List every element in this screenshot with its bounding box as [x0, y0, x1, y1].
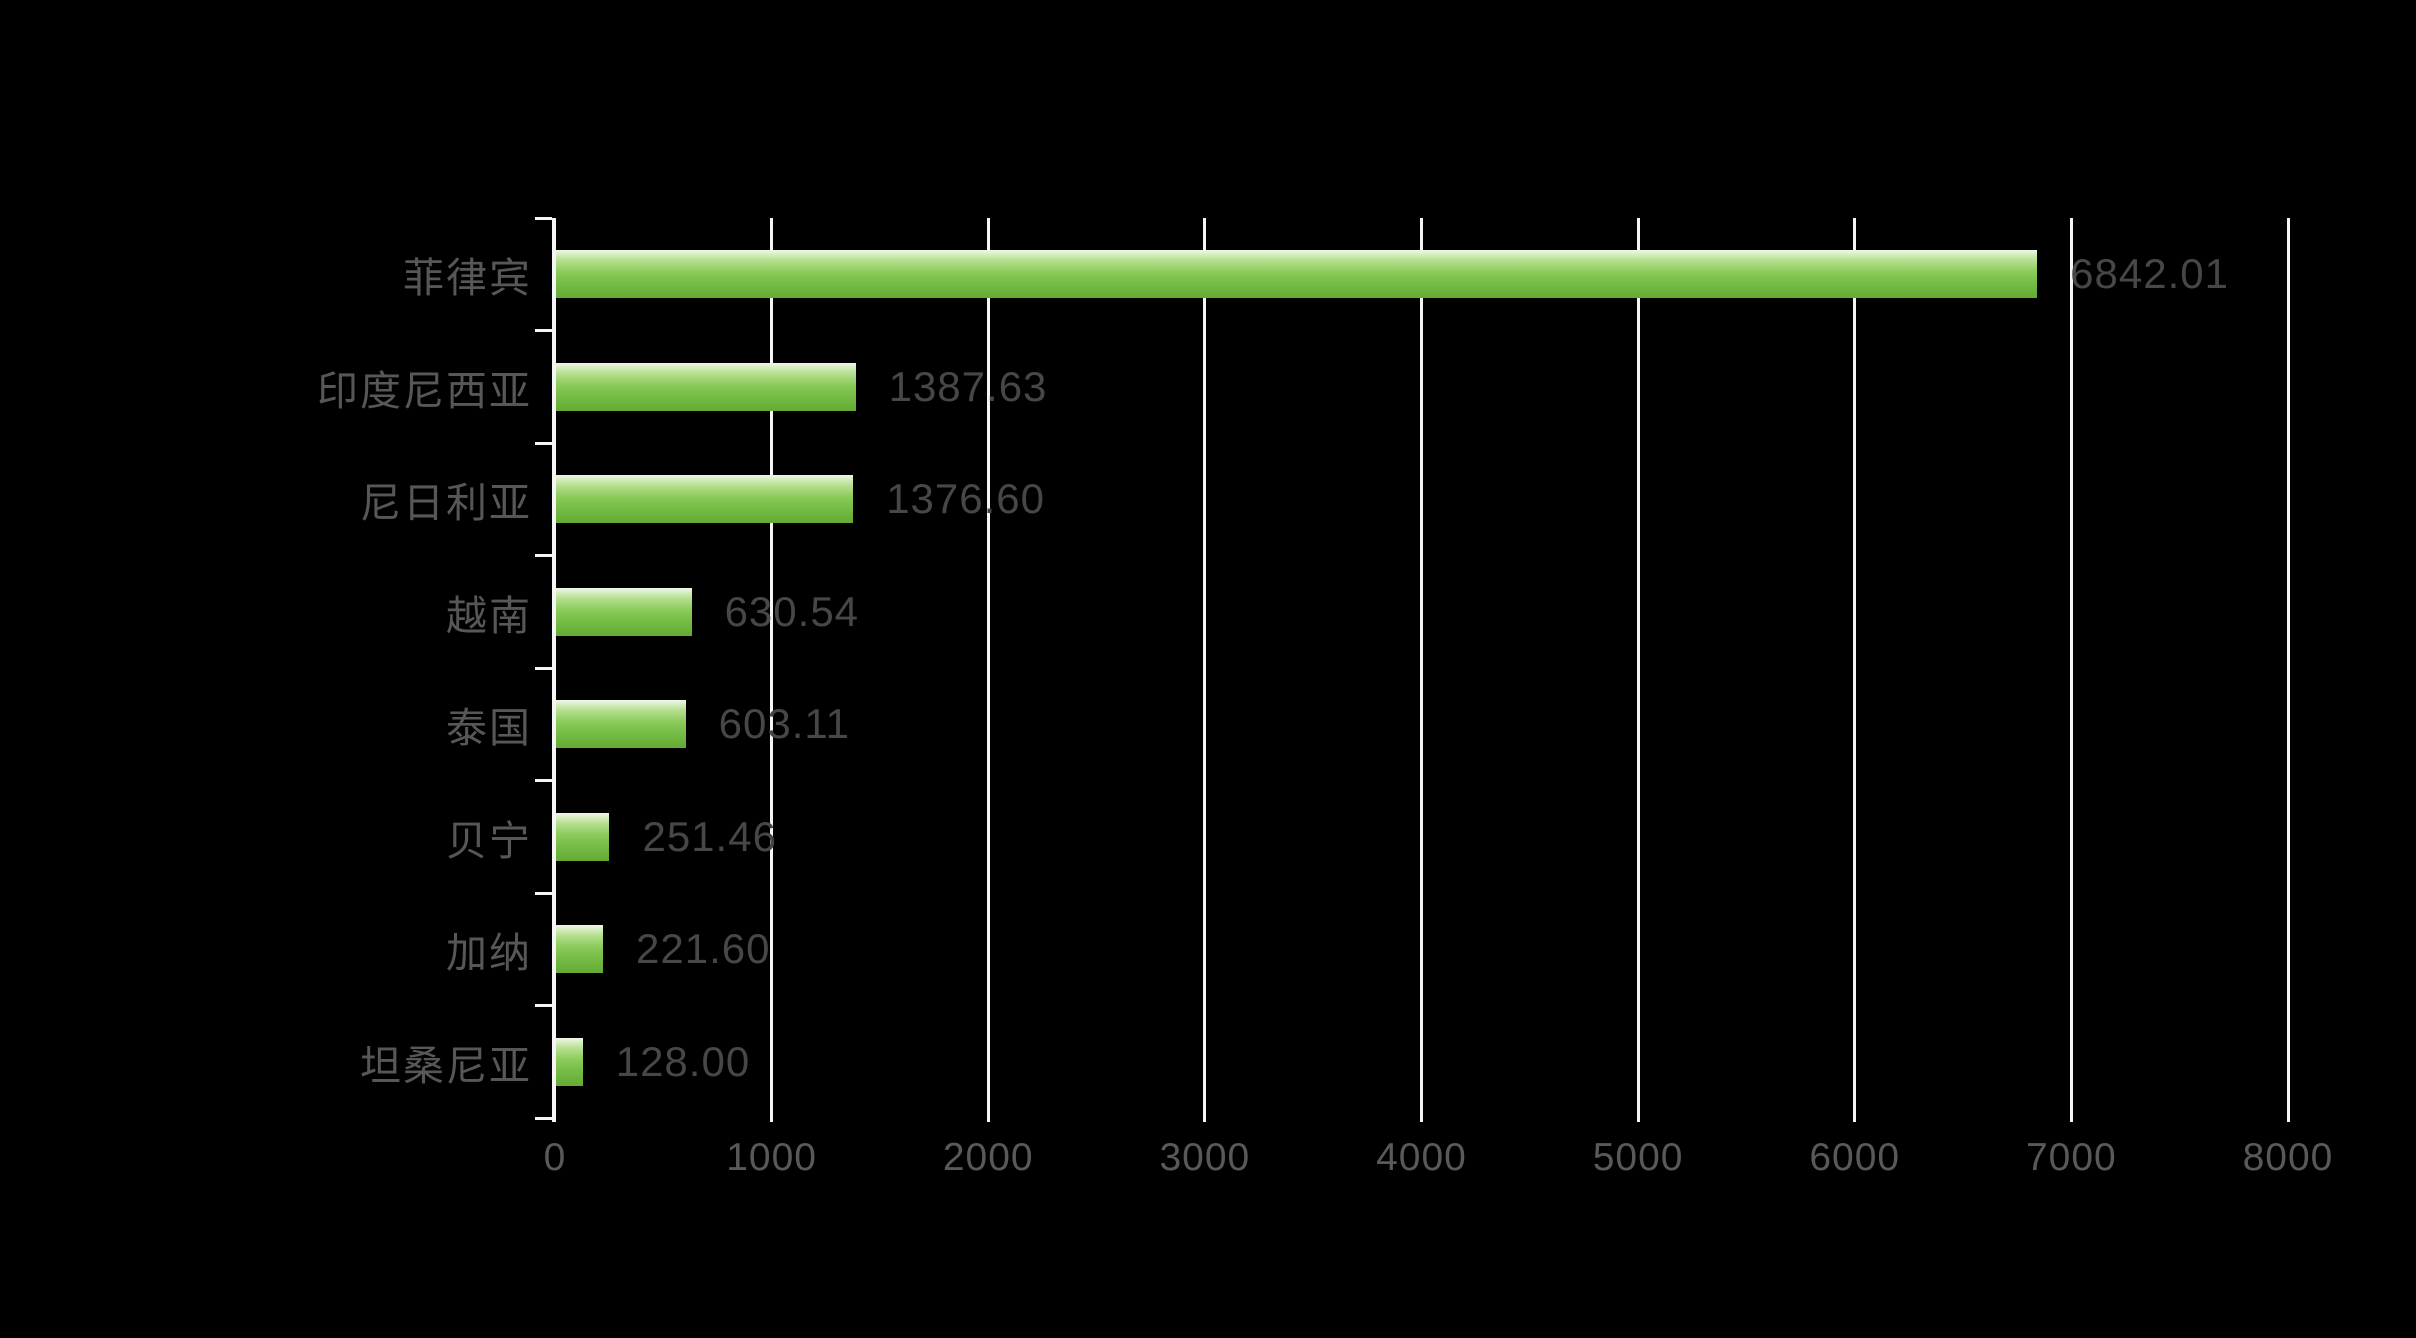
bar [556, 587, 692, 636]
x-axis-tick-label: 6000 [1809, 1136, 1901, 1179]
x-gridline [2069, 218, 2073, 1122]
y-axis-tick [535, 1116, 552, 1120]
y-axis-tick [535, 891, 552, 895]
x-axis-tick-label: 3000 [1159, 1136, 1251, 1179]
y-axis-line [552, 218, 556, 1122]
x-axis-tick-label: 2000 [942, 1136, 1034, 1179]
bar-row [0, 668, 2416, 781]
y-axis-tick [535, 329, 552, 332]
y-axis-tick [535, 554, 552, 557]
category-label: 印度尼西亚 [317, 367, 532, 414]
x-gridline [1420, 218, 1423, 1122]
value-label: 1387.63 [888, 362, 1048, 410]
bar-row [0, 781, 2416, 894]
x-axis-tick-label: 4000 [1376, 1136, 1467, 1179]
category-label: 越南 [446, 592, 532, 639]
value-label: 6842.01 [2070, 250, 2229, 298]
value-label: 221.60 [636, 925, 771, 973]
x-axis-tick-label: 8000 [2242, 1136, 2334, 1179]
bar [556, 250, 2038, 299]
x-axis-tick-label: 0 [543, 1136, 567, 1179]
y-axis-tick [535, 441, 552, 445]
bar [556, 812, 610, 861]
x-gridline [1636, 218, 1640, 1122]
x-axis-tick-label: 5000 [1592, 1136, 1684, 1179]
bar [556, 700, 686, 749]
y-axis-tick [535, 666, 552, 670]
y-axis-tick [535, 779, 552, 782]
value-label: 128.00 [615, 1037, 751, 1085]
bar-row [0, 893, 2416, 1006]
bar [556, 362, 856, 411]
x-gridline [1203, 218, 1207, 1122]
bar-row [0, 556, 2416, 669]
value-label: 251.46 [642, 812, 777, 860]
x-gridline [770, 218, 774, 1122]
category-label: 尼日利亚 [360, 480, 532, 527]
x-gridline [986, 218, 990, 1122]
y-axis-tick [535, 1004, 552, 1007]
y-axis-tick [535, 216, 552, 220]
x-axis-tick-label: 7000 [2025, 1136, 2117, 1179]
category-label: 坦桑尼亚 [360, 1042, 532, 1089]
bar [556, 475, 854, 524]
x-gridline [1853, 218, 1857, 1122]
value-label: 1376.60 [886, 475, 1046, 523]
category-label: 加纳 [446, 930, 532, 977]
x-gridline [2286, 218, 2290, 1122]
value-label: 630.54 [724, 587, 860, 635]
value-label: 603.11 [718, 700, 850, 748]
category-label: 泰国 [446, 705, 532, 752]
bar [556, 925, 603, 974]
x-axis-tick-label: 1000 [726, 1136, 817, 1179]
bar [556, 1037, 583, 1086]
category-label: 菲律宾 [403, 255, 532, 302]
category-label: 贝宁 [446, 817, 532, 864]
